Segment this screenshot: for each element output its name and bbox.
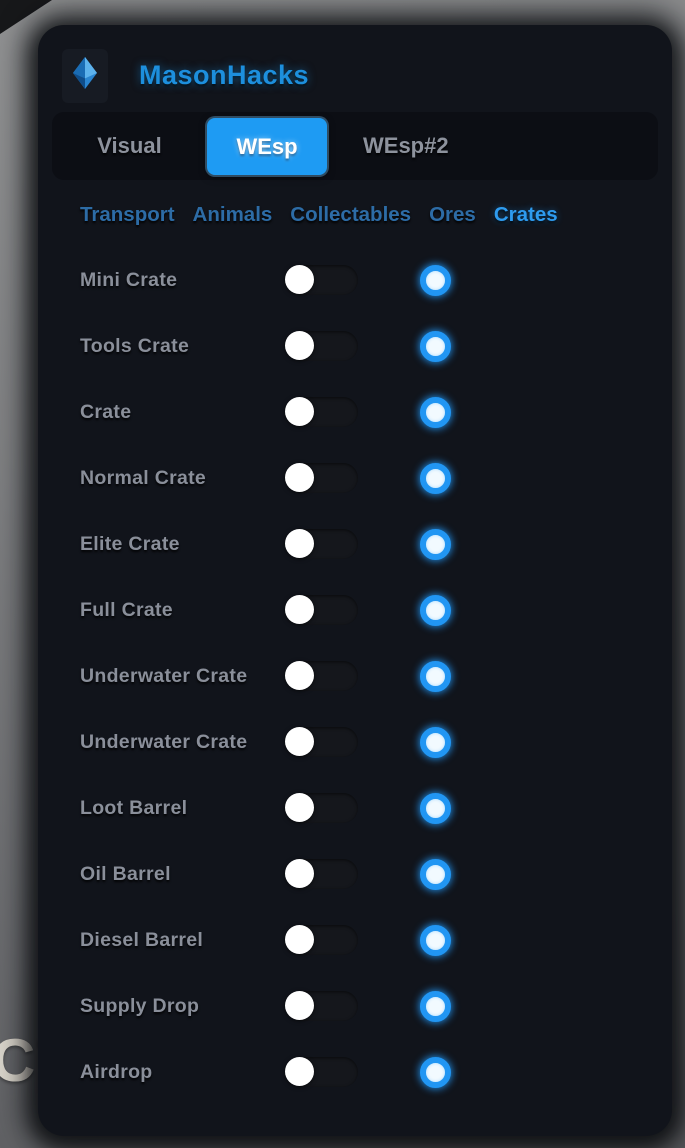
color-picker[interactable] — [420, 594, 451, 626]
subtab-animals[interactable]: Animals — [192, 203, 273, 226]
toggle-knob — [285, 727, 314, 756]
item-label: Crate — [80, 400, 132, 423]
toggle-knob — [285, 595, 314, 624]
esp-item-list: Mini Crate Tools Crate Crate Normal Crat… — [38, 247, 672, 1105]
subtab-transport[interactable]: Transport — [80, 203, 175, 226]
list-item: Full Crate — [38, 577, 672, 643]
toggle-knob — [285, 925, 314, 954]
item-toggle[interactable] — [285, 859, 358, 889]
item-label: Underwater Crate — [80, 730, 248, 753]
item-toggle[interactable] — [285, 991, 358, 1021]
item-label: Diesel Barrel — [80, 928, 204, 951]
toggle-knob — [285, 265, 314, 294]
item-label: Normal Crate — [80, 466, 207, 489]
list-item: Underwater Crate — [38, 709, 672, 775]
item-toggle[interactable] — [285, 793, 358, 823]
subtab-collectables[interactable]: Collectables — [290, 203, 412, 226]
list-item: Underwater Crate — [38, 643, 672, 709]
color-picker[interactable] — [420, 264, 451, 296]
color-picker[interactable] — [420, 528, 451, 560]
color-picker[interactable] — [420, 726, 451, 758]
item-label: Oil Barrel — [80, 862, 171, 885]
cheat-menu-panel: MasonHacks Visual WEsp WEsp#2 Transport … — [38, 25, 672, 1136]
item-toggle[interactable] — [285, 331, 358, 361]
list-item: Normal Crate — [38, 445, 672, 511]
color-picker[interactable] — [420, 396, 451, 428]
toggle-knob — [285, 859, 314, 888]
item-label: Loot Barrel — [80, 796, 188, 819]
item-toggle[interactable] — [285, 397, 358, 427]
list-item: Mini Crate — [38, 247, 672, 313]
item-label: Underwater Crate — [80, 664, 248, 687]
toggle-knob — [285, 1057, 314, 1086]
color-picker[interactable] — [420, 792, 451, 824]
list-item: Loot Barrel — [38, 775, 672, 841]
header: MasonHacks — [38, 25, 672, 105]
item-label: Elite Crate — [80, 532, 180, 555]
toggle-knob — [285, 793, 314, 822]
list-item: Elite Crate — [38, 511, 672, 577]
item-toggle[interactable] — [285, 661, 358, 691]
list-item: Airdrop — [38, 1039, 672, 1105]
list-item: Tools Crate — [38, 313, 672, 379]
tab-wesp2[interactable]: WEsp#2 — [363, 133, 449, 158]
item-toggle[interactable] — [285, 1057, 358, 1087]
list-item: Oil Barrel — [38, 841, 672, 907]
subtab-ores[interactable]: Ores — [429, 203, 476, 226]
color-picker[interactable] — [420, 1056, 451, 1088]
toggle-knob — [285, 463, 314, 492]
subtab-crates[interactable]: Crates — [493, 203, 558, 226]
toggle-knob — [285, 991, 314, 1020]
list-item: Crate — [38, 379, 672, 445]
color-picker[interactable] — [420, 330, 451, 362]
item-toggle[interactable] — [285, 727, 358, 757]
item-toggle[interactable] — [285, 925, 358, 955]
list-item: Diesel Barrel — [38, 907, 672, 973]
color-picker[interactable] — [420, 924, 451, 956]
color-picker[interactable] — [420, 462, 451, 494]
color-picker[interactable] — [420, 990, 451, 1022]
item-label: Airdrop — [80, 1060, 153, 1083]
item-toggle[interactable] — [285, 529, 358, 559]
item-label: Full Crate — [80, 598, 173, 621]
item-toggle[interactable] — [285, 595, 358, 625]
color-picker[interactable] — [420, 660, 451, 692]
color-picker[interactable] — [420, 858, 451, 890]
item-toggle[interactable] — [285, 463, 358, 493]
subtab-bar: Transport Animals Collectables Ores Crat… — [38, 201, 672, 229]
list-item: Supply Drop — [38, 973, 672, 1039]
item-label: Tools Crate — [80, 334, 190, 357]
toggle-knob — [285, 661, 314, 690]
tab-bar: Visual WEsp WEsp#2 — [52, 112, 658, 180]
tab-visual[interactable]: Visual — [97, 133, 162, 158]
toggle-knob — [285, 331, 314, 360]
item-label: Supply Drop — [80, 994, 200, 1017]
item-toggle[interactable] — [285, 265, 358, 295]
logo — [62, 48, 108, 103]
item-label: Mini Crate — [80, 268, 178, 291]
tab-wesp[interactable]: WEsp — [207, 117, 327, 175]
background-dark-corner — [0, 0, 52, 34]
app-title: MasonHacks — [139, 60, 310, 90]
gem-diamond-icon — [69, 54, 101, 97]
toggle-knob — [285, 529, 314, 558]
toggle-knob — [285, 397, 314, 426]
